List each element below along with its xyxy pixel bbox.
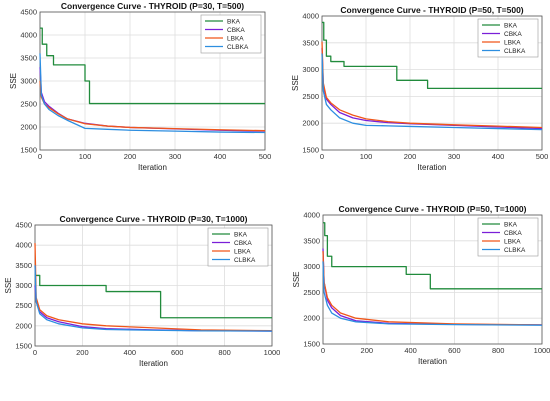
axes-frame <box>321 15 543 151</box>
x-tick-label: 300 <box>169 152 182 161</box>
chart-panel: 0 200 400 600 800 1000 1500 2000 2500 3000 3500 400… <box>4 214 280 368</box>
series-line-clbka <box>322 261 543 326</box>
legend-label: CLBKA <box>227 44 249 51</box>
x-tick-label: 0 <box>33 348 37 357</box>
y-axis-label: SSE <box>291 75 300 91</box>
y-tick-label: 2500 <box>15 301 32 310</box>
series-line-bka <box>35 274 272 319</box>
chart-title: Convergence Curve - THYROID (P=30, T=500… <box>61 1 244 11</box>
x-tick-label: 400 <box>124 348 137 357</box>
series-line-bka <box>323 222 542 290</box>
legend-label: CBKA <box>234 240 252 247</box>
x-tick-label: 1000 <box>264 348 281 357</box>
series-line-lbka <box>321 41 543 129</box>
y-tick-label: 4000 <box>20 31 37 40</box>
x-tick-label: 300 <box>448 152 461 161</box>
y-tick-label: 2500 <box>302 92 319 101</box>
y-tick-label: 4000 <box>303 211 320 220</box>
y-tick-label: 2000 <box>303 314 320 323</box>
chart-panel: 0 100 200 300 400 500 1500 2000 2500 3000 3500 4000… <box>9 1 271 172</box>
x-tick-label: 800 <box>492 346 505 355</box>
y-tick-label: 2000 <box>302 119 319 128</box>
y-tick-label: 4500 <box>20 8 37 17</box>
legend-label: LBKA <box>227 35 244 42</box>
series-line-clbka <box>34 265 273 332</box>
legend-label: CLBKA <box>234 257 256 264</box>
legend-label: BKA <box>504 221 518 228</box>
x-axis-label: Iteration <box>418 163 447 172</box>
series-line-clbka <box>321 53 543 131</box>
y-tick-label: 3000 <box>15 281 32 290</box>
y-tick-label: 3500 <box>15 261 32 270</box>
y-tick-label: 3500 <box>303 236 320 245</box>
x-tick-label: 100 <box>79 152 92 161</box>
chart-panel: 0 200 400 600 800 1000 1500 2000 2500 3000 3500 400… <box>292 204 550 366</box>
chart-title: Convergence Curve - THYROID (P=50, T=100… <box>338 204 526 214</box>
y-tick-label: 1500 <box>303 340 320 349</box>
series-line-bka <box>322 21 542 90</box>
legend-label: CBKA <box>504 230 522 237</box>
x-tick-label: 800 <box>218 348 231 357</box>
y-tick-label: 1500 <box>20 146 37 155</box>
x-tick-label: 200 <box>124 152 137 161</box>
chart-title: Convergence Curve - THYROID (P=50, T=500… <box>340 5 523 15</box>
y-tick-label: 2500 <box>303 288 320 297</box>
legend-label: CBKA <box>227 27 245 34</box>
legend-label: CBKA <box>504 31 522 38</box>
x-tick-label: 0 <box>38 152 42 161</box>
x-tick-label: 400 <box>214 152 227 161</box>
y-tick-label: 3000 <box>303 262 320 271</box>
x-tick-label: 200 <box>361 346 374 355</box>
y-tick-label: 4500 <box>15 221 32 230</box>
y-tick-label: 4000 <box>15 241 32 250</box>
y-tick-label: 2500 <box>20 100 37 109</box>
legend-label: LBKA <box>504 39 521 46</box>
x-tick-label: 0 <box>320 152 324 161</box>
legend-label: BKA <box>504 22 518 29</box>
x-axis-label: Iteration <box>138 163 167 172</box>
y-tick-label: 2000 <box>15 321 32 330</box>
series-line-lbka <box>34 243 273 332</box>
legend-label: CLBKA <box>504 48 526 55</box>
x-tick-label: 0 <box>321 346 325 355</box>
x-tick-label: 600 <box>448 346 461 355</box>
legend-label: LBKA <box>504 238 521 245</box>
legend-label: LBKA <box>234 248 251 255</box>
y-tick-label: 3000 <box>20 77 37 86</box>
chart-title: Convergence Curve - THYROID (P=30, T=100… <box>59 214 247 224</box>
x-tick-label: 100 <box>360 152 373 161</box>
y-axis-label: SSE <box>9 73 18 89</box>
x-tick-label: 200 <box>76 348 89 357</box>
x-tick-label: 600 <box>171 348 184 357</box>
y-tick-label: 3000 <box>302 65 319 74</box>
y-tick-label: 2000 <box>20 123 37 132</box>
legend-label: CLBKA <box>504 247 526 254</box>
y-tick-label: 1500 <box>302 146 319 155</box>
x-axis-label: Iteration <box>139 359 168 368</box>
series-line-bka <box>40 27 265 105</box>
x-tick-label: 500 <box>259 152 272 161</box>
y-tick-label: 4000 <box>302 12 319 21</box>
y-axis-label: SSE <box>4 277 13 293</box>
legend-label: BKA <box>234 231 248 238</box>
x-tick-label: 200 <box>404 152 417 161</box>
series-line-clbka <box>39 53 266 134</box>
y-tick-label: 1500 <box>15 342 32 351</box>
x-tick-label: 400 <box>492 152 505 161</box>
x-tick-label: 1000 <box>534 346 550 355</box>
x-tick-label: 400 <box>404 346 417 355</box>
y-tick-label: 3500 <box>302 38 319 47</box>
x-tick-label: 500 <box>536 152 549 161</box>
x-axis-label: Iteration <box>418 357 447 366</box>
y-tick-label: 3500 <box>20 54 37 63</box>
series-line-lbka <box>322 251 543 326</box>
legend-label: BKA <box>227 18 241 25</box>
y-axis-label: SSE <box>292 271 301 287</box>
chart-panel: 0 100 200 300 400 500 1500 2000 2500 3000 3500 4000… <box>291 5 548 172</box>
